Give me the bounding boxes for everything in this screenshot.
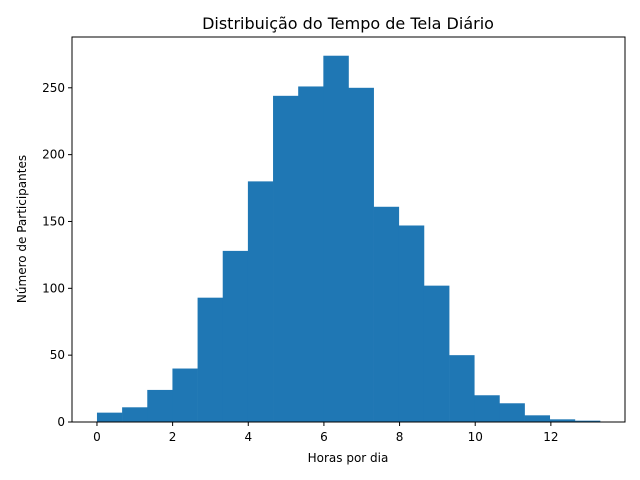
histogram-bar-5 bbox=[222, 250, 249, 422]
x-axis-ticks: 0 2 4 6 8 10 12 bbox=[93, 422, 559, 444]
bars-group bbox=[96, 55, 601, 423]
plot-frame bbox=[71, 36, 626, 423]
histogram-bar-17 bbox=[524, 415, 551, 422]
y-tick-label: 0 bbox=[57, 415, 65, 429]
x-tick-label: 4 bbox=[244, 430, 252, 444]
histogram-bar-2 bbox=[147, 389, 173, 422]
histogram-bar-14 bbox=[449, 355, 475, 422]
histogram-bar-9 bbox=[323, 55, 349, 422]
histogram-bar-6 bbox=[247, 181, 274, 423]
histogram-bar-19 bbox=[574, 420, 601, 422]
histogram-bar-10 bbox=[348, 87, 374, 423]
y-tick-label: 50 bbox=[50, 348, 65, 362]
y-tick-label: 150 bbox=[42, 214, 65, 228]
histogram-bar-8 bbox=[298, 86, 324, 423]
y-axis-ticks: 0 50 100 150 200 250 bbox=[42, 81, 72, 429]
histogram-bar-3 bbox=[172, 368, 198, 422]
x-tick-label: 8 bbox=[396, 430, 404, 444]
histogram-bar-7 bbox=[273, 95, 299, 422]
y-tick-label: 200 bbox=[42, 148, 65, 162]
histogram-bar-18 bbox=[549, 419, 576, 422]
histogram-bar-15 bbox=[474, 395, 500, 422]
x-axis-label: Horas por dia bbox=[308, 451, 389, 465]
y-tick-label: 250 bbox=[42, 81, 65, 95]
histogram-bar-11 bbox=[373, 206, 400, 422]
y-tick-label: 100 bbox=[42, 281, 65, 295]
histogram-bar-4 bbox=[197, 297, 224, 422]
chart-title: Distribuição do Tempo de Tela Diário bbox=[202, 14, 494, 33]
histogram-bar-1 bbox=[122, 407, 148, 422]
x-tick-label: 6 bbox=[320, 430, 328, 444]
histogram-bar-12 bbox=[398, 225, 425, 422]
histogram-bar-13 bbox=[423, 285, 450, 422]
y-axis-label: Número de Participantes bbox=[15, 155, 29, 303]
histogram-bar-16 bbox=[499, 403, 525, 422]
x-tick-label: 2 bbox=[169, 430, 177, 444]
x-tick-label: 12 bbox=[543, 430, 558, 444]
x-tick-label: 0 bbox=[93, 430, 101, 444]
histogram-bar-0 bbox=[96, 412, 123, 422]
x-tick-label: 10 bbox=[468, 430, 483, 444]
